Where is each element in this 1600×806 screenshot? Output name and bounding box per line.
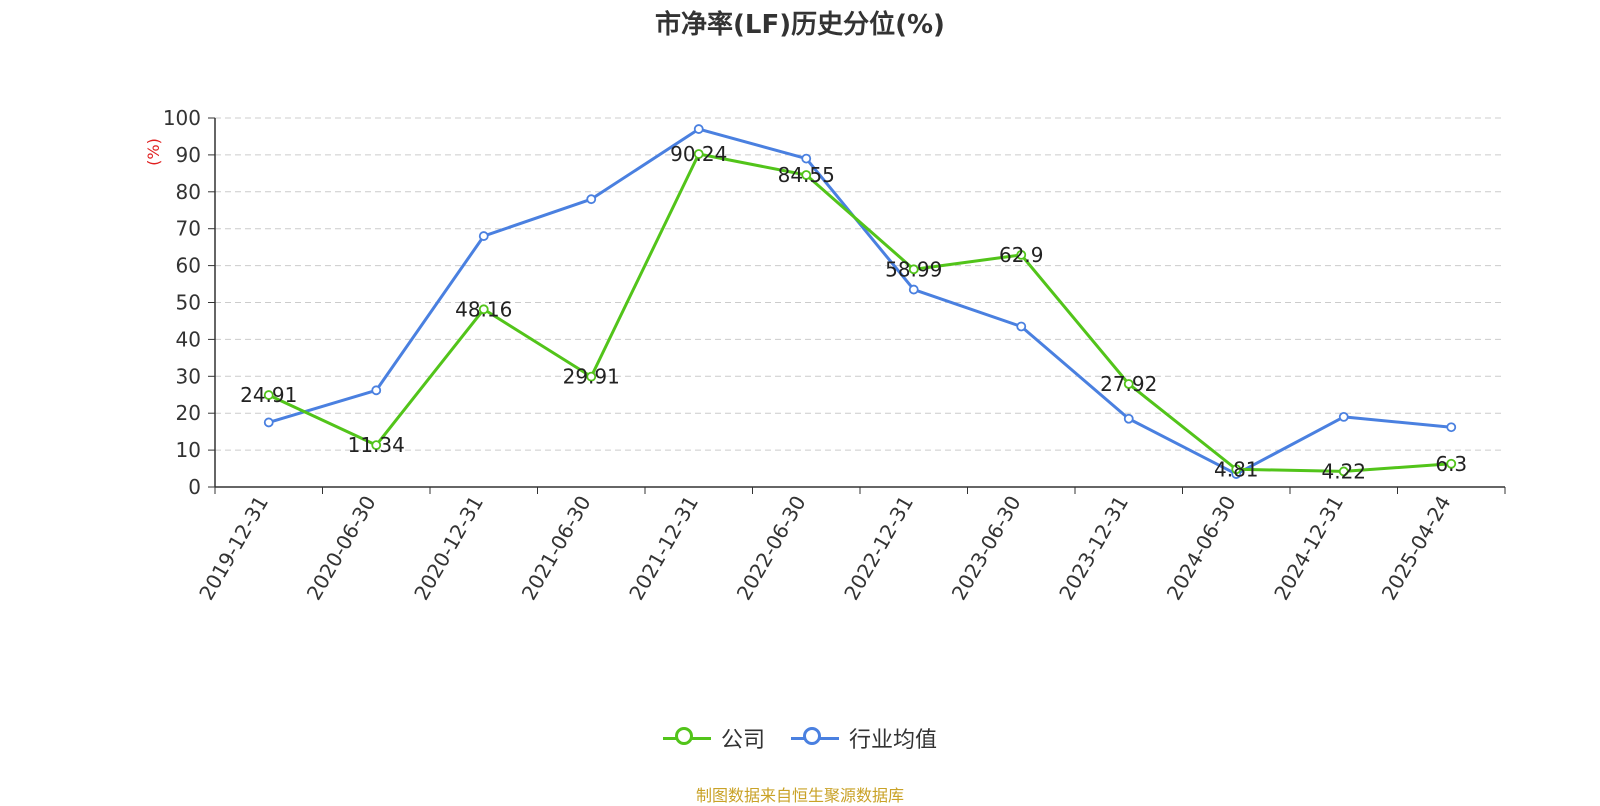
legend: 公司 行业均值 — [0, 722, 1600, 754]
data-labels: 24.91 11.34 48.16 29.91 90.24 84.55 58.99 62.9 2… — [240, 142, 1467, 483]
data-point — [1123, 413, 1134, 424]
data-point — [1446, 422, 1457, 433]
legend-item-industry[interactable]: 行业均值 — [791, 722, 937, 754]
data-point — [1016, 321, 1027, 332]
data-point — [1123, 379, 1134, 389]
y-tick-label: 90 — [176, 143, 201, 167]
data-point — [693, 124, 704, 134]
data-point — [263, 417, 274, 428]
data-label: 11.34 — [348, 433, 405, 457]
x-tick-label: 2025-04-24 — [1377, 492, 1456, 605]
data-point — [478, 231, 489, 241]
data-point — [801, 170, 812, 180]
x-tick-label: 2022-06-30 — [732, 492, 811, 605]
data-point — [478, 304, 489, 315]
series-layer — [263, 124, 1457, 479]
data-point — [908, 284, 919, 295]
y-tick-label: 0 — [188, 475, 201, 499]
data-point — [908, 264, 919, 275]
data-point — [586, 194, 597, 205]
data-point — [263, 390, 274, 400]
y-tick-label: 70 — [176, 217, 201, 241]
legend-item-company[interactable]: 公司 — [662, 722, 765, 754]
y-tick-label: 80 — [176, 180, 201, 204]
x-tick-label: 2019-12-31 — [194, 492, 273, 605]
data-point — [371, 385, 382, 396]
data-label: 84.55 — [778, 163, 835, 187]
x-tick-label: 2020-12-31 — [409, 492, 488, 605]
series-line-0 — [268, 152, 1452, 473]
data-label: 90.24 — [670, 142, 727, 166]
data-label: 62.9 — [999, 243, 1044, 267]
series-line-1 — [268, 127, 1452, 476]
x-tick-label: 2024-06-30 — [1162, 492, 1241, 605]
legend-marker-company — [662, 726, 711, 750]
x-tick-label: 2023-12-31 — [1054, 492, 1133, 605]
data-point — [1446, 458, 1457, 469]
data-label: 24.91 — [240, 383, 297, 407]
x-tick-label: 2023-06-30 — [947, 492, 1026, 605]
data-point — [1231, 464, 1242, 475]
data-point — [1338, 466, 1349, 477]
legend-marker-industry — [791, 726, 839, 750]
data-label: 6.3 — [1435, 452, 1467, 476]
y-tick-label: 20 — [176, 401, 201, 425]
chart-title: 市净率(LF)历史分位(%) — [655, 10, 945, 40]
x-tick-label: 2022-12-31 — [839, 492, 918, 605]
data-label: 29.91 — [563, 365, 620, 389]
x-tick-label: 2024-12-31 — [1269, 492, 1348, 605]
x-tick-label: 2020-06-30 — [302, 492, 381, 605]
x-tick-label: 2021-12-31 — [624, 492, 703, 605]
data-label: 4.22 — [1321, 459, 1366, 483]
data-point — [586, 371, 597, 382]
y-tick-label: 10 — [176, 438, 201, 462]
data-point — [1016, 249, 1027, 260]
grid-lines — [215, 117, 1505, 451]
data-label: 48.16 — [455, 297, 512, 321]
x-tick-label: 2021-06-30 — [517, 492, 596, 605]
data-source-note: 制图数据来自恒生聚源数据库 — [695, 786, 904, 805]
data-label: 58.99 — [885, 257, 942, 281]
y-tick-label: 40 — [176, 327, 201, 351]
y-tick-label: 50 — [176, 291, 201, 315]
y-axis-label: (%) — [144, 138, 163, 166]
data-point — [801, 153, 812, 164]
y-tick-label: 100 — [163, 106, 201, 130]
data-label: 4.81 — [1214, 457, 1259, 481]
legend-label-industry: 行业均值 — [849, 728, 938, 753]
data-point — [371, 440, 382, 451]
data-label: 27.92 — [1100, 372, 1157, 396]
data-point — [693, 149, 704, 159]
y-tick-label: 30 — [176, 364, 201, 388]
y-tick-label: 60 — [176, 254, 201, 278]
legend-label-company: 公司 — [720, 728, 765, 753]
data-point — [1338, 411, 1349, 422]
